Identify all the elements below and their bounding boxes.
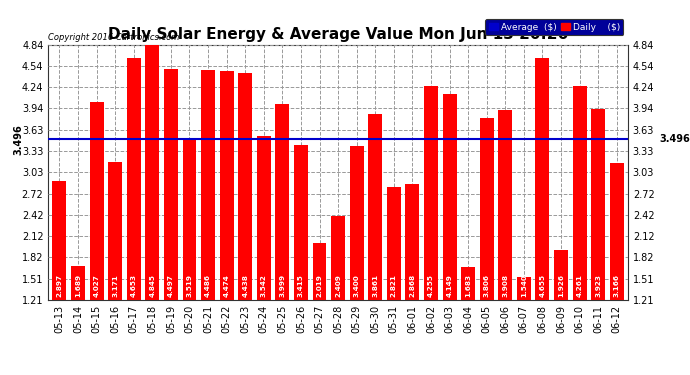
Legend: Average  ($), Daily    ($): Average ($), Daily ($) [485,19,623,35]
Text: 1.689: 1.689 [75,274,81,297]
Bar [591,110,605,300]
Bar [275,104,289,300]
Text: 3.519: 3.519 [186,274,193,297]
Bar [52,182,66,300]
Bar [535,58,549,300]
Text: 4.255: 4.255 [428,274,434,297]
Text: 4.845: 4.845 [149,274,155,297]
Text: 3.415: 3.415 [298,274,304,297]
Bar [387,187,401,300]
Bar [108,162,122,300]
Bar [498,111,512,300]
Text: 4.474: 4.474 [224,274,230,297]
Bar [257,136,270,300]
Text: 3.908: 3.908 [502,274,509,297]
Text: 4.261: 4.261 [577,274,582,297]
Bar [294,145,308,300]
Bar [610,163,624,300]
Text: 4.027: 4.027 [94,274,99,297]
Bar [442,93,457,300]
Bar [424,86,438,300]
Bar [71,266,85,300]
Bar [331,216,345,300]
Text: 1.926: 1.926 [558,274,564,297]
Text: 3.923: 3.923 [595,274,601,297]
Text: 4.653: 4.653 [130,274,137,297]
Bar [350,146,364,300]
Bar [201,70,215,300]
Text: 3.166: 3.166 [613,274,620,297]
Bar [461,267,475,300]
Bar [238,73,252,300]
Text: 2.019: 2.019 [317,274,322,297]
Text: 3.542: 3.542 [261,274,267,297]
Text: 3.400: 3.400 [354,274,359,297]
Text: 4.486: 4.486 [205,274,211,297]
Text: 2.897: 2.897 [57,274,63,297]
Bar [146,45,159,300]
Bar [573,86,586,300]
Text: 4.497: 4.497 [168,274,174,297]
Bar [127,58,141,300]
Text: 4.149: 4.149 [446,274,453,297]
Text: 4.655: 4.655 [540,274,546,297]
Bar [480,118,493,300]
Text: 2.868: 2.868 [409,274,415,297]
Text: 1.540: 1.540 [521,274,527,297]
Text: 3.171: 3.171 [112,274,118,297]
Text: 3.861: 3.861 [372,274,378,297]
Bar [406,183,420,300]
Bar [313,243,326,300]
Text: 3.806: 3.806 [484,274,490,297]
Bar [164,69,178,300]
Bar [219,71,234,300]
Text: 2.821: 2.821 [391,274,397,297]
Bar [183,138,197,300]
Bar [368,114,382,300]
Bar [517,277,531,300]
Text: 3.496: 3.496 [14,124,23,155]
Text: 3.496: 3.496 [660,134,690,144]
Bar [90,102,104,300]
Text: 1.683: 1.683 [465,274,471,297]
Text: Copyright 2016 Cartronics.com: Copyright 2016 Cartronics.com [48,33,179,42]
Text: 3.999: 3.999 [279,274,286,297]
Bar [554,250,568,300]
Text: 2.409: 2.409 [335,274,341,297]
Text: 4.438: 4.438 [242,274,248,297]
Title: Daily Solar Energy & Average Value Mon Jun 13 20:26: Daily Solar Energy & Average Value Mon J… [108,27,569,42]
